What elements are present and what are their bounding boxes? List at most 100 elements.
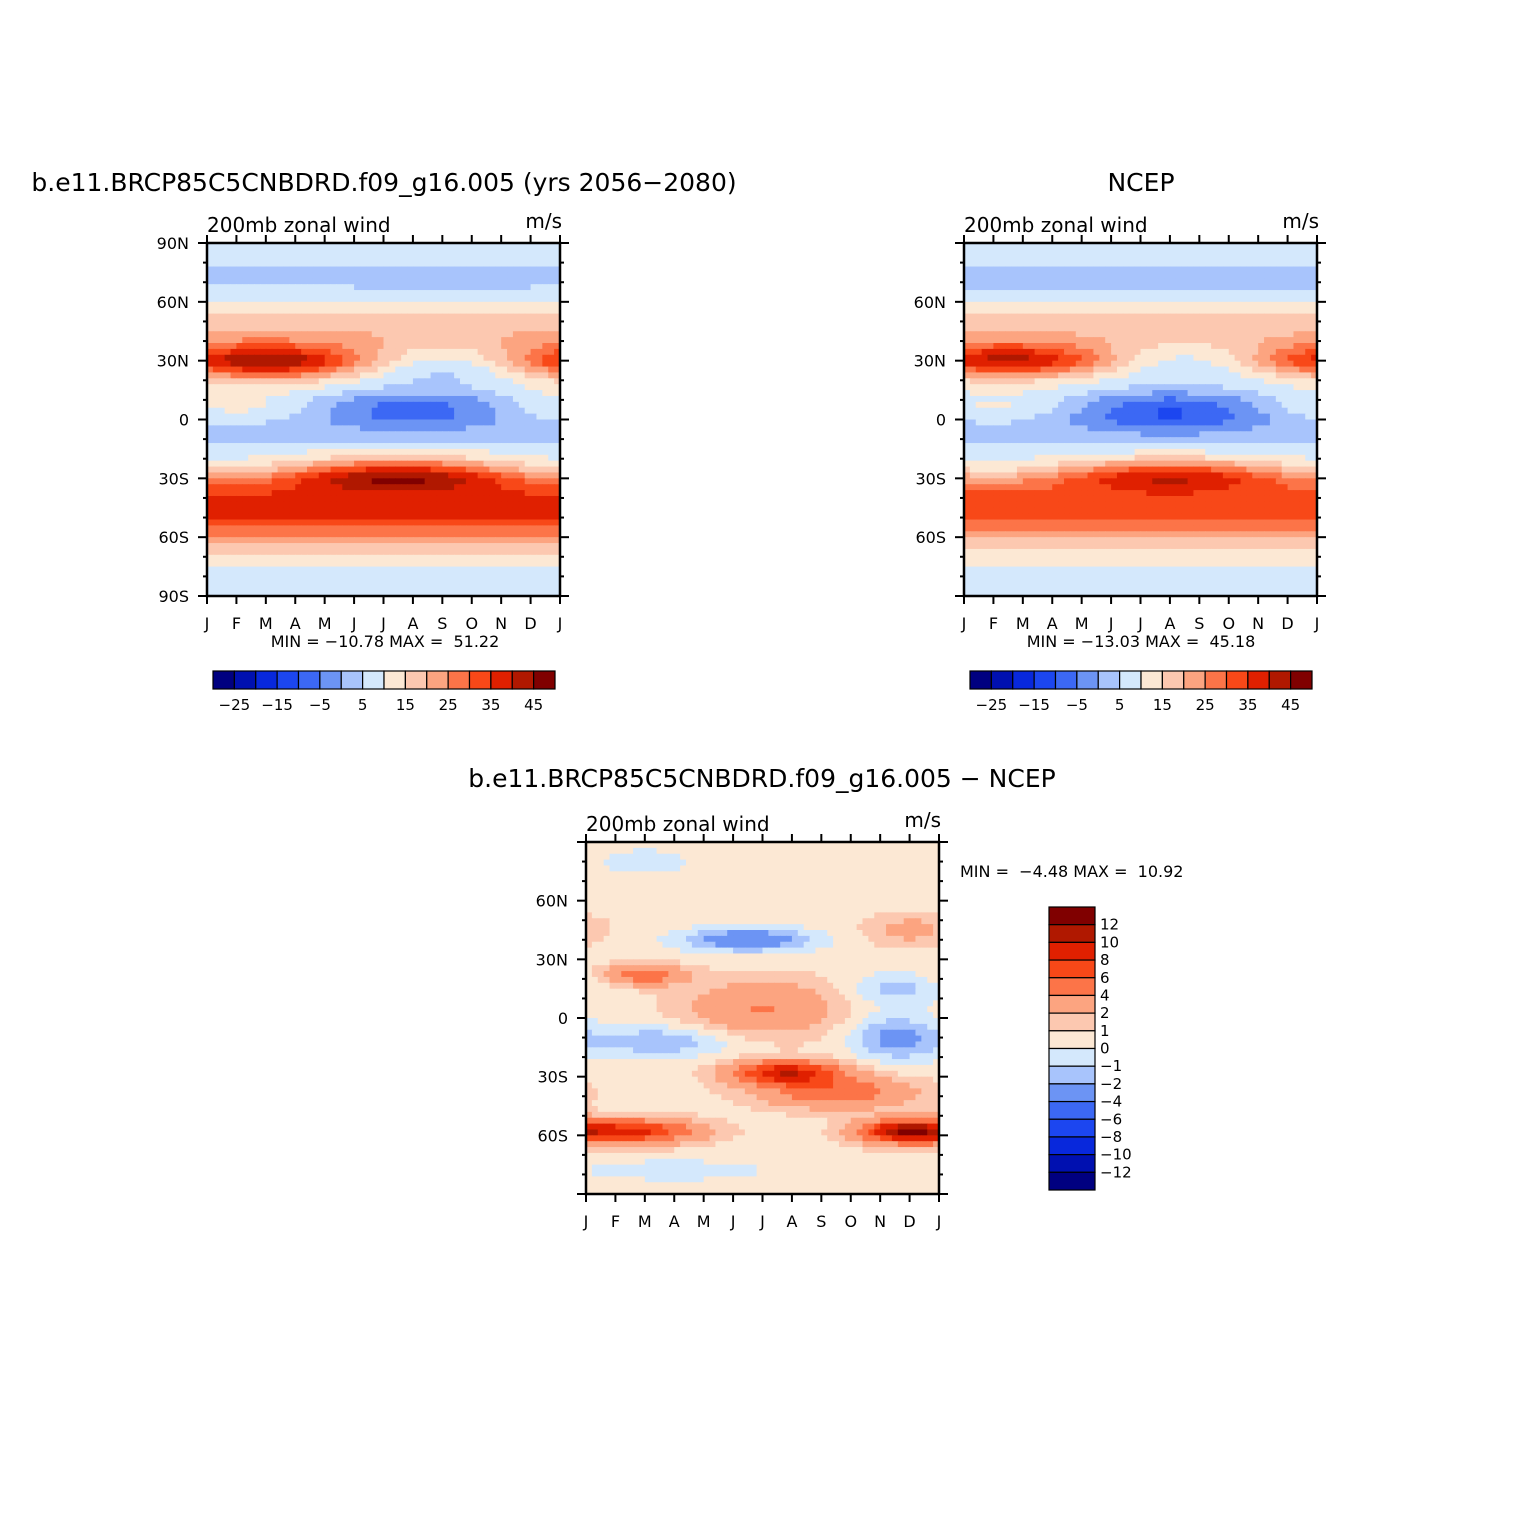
ncep-contour-cell <box>1111 301 1118 309</box>
model-contour-cell <box>530 560 538 568</box>
ncep-contour-cell <box>1305 284 1312 291</box>
model-contour-cell <box>207 513 214 521</box>
model-contour-cell <box>371 360 379 368</box>
ncep-contour-cell <box>1258 272 1265 279</box>
model-contour-cell <box>271 560 279 568</box>
ncep-contour-cell <box>1287 325 1295 332</box>
model-contour-cell <box>324 507 332 515</box>
ncep-contour-cell <box>1146 331 1153 338</box>
model-contour-cell <box>454 590 461 597</box>
model-contour-cell <box>401 325 408 332</box>
model-contour-cell <box>348 284 355 291</box>
model-contour-cell <box>371 490 379 497</box>
model-contour-cell <box>454 307 461 315</box>
model-contour-cell <box>471 472 479 479</box>
model-contour-cell <box>418 448 426 456</box>
model-contour-cell <box>336 543 343 550</box>
ncep-contour-cell <box>1222 290 1230 297</box>
model-contour-cell <box>383 313 390 321</box>
ncep-contour-cell <box>1058 290 1065 297</box>
model-contour-cell <box>389 537 396 544</box>
model-contour-cell <box>424 390 432 397</box>
model-contour-cell <box>324 366 332 374</box>
model-contour-cell <box>365 372 373 379</box>
model-contour-cell <box>430 419 438 426</box>
model-contour-cell <box>289 584 296 591</box>
model-contour-cell <box>312 343 320 350</box>
ncep-contour-cell <box>1069 243 1077 250</box>
ncep-contour-cell <box>1305 295 1312 303</box>
model-contour-cell <box>254 384 261 391</box>
model-contour-cell <box>365 431 373 438</box>
model-contour-cell <box>265 243 273 250</box>
model-contour-cell <box>483 413 490 421</box>
model-contour-cell <box>471 519 479 526</box>
ncep-contour-cell <box>1046 278 1053 285</box>
model-contour-cell <box>383 243 390 250</box>
ncep-contour-cell <box>1011 290 1018 297</box>
model-contour-cell <box>342 313 349 321</box>
model-contour-cell <box>477 572 485 579</box>
model-contour-cell <box>418 260 426 268</box>
model-contour-cell <box>548 584 555 591</box>
model-contour-cell <box>518 313 526 321</box>
model-contour-cell <box>359 566 367 574</box>
ncep-contour-cell <box>975 284 983 291</box>
model-contour-cell <box>418 454 426 462</box>
model-contour-cell <box>265 554 273 562</box>
model-contour-cell <box>212 354 220 362</box>
model-contour-cell <box>336 560 343 568</box>
model-contour-cell <box>418 466 426 474</box>
model-contour-cell <box>312 384 320 391</box>
model-contour-cell <box>301 295 308 303</box>
model-contour-cell <box>465 537 473 544</box>
model-contour-cell <box>512 501 520 509</box>
ncep-contour-cell <box>1305 319 1312 326</box>
model-contour-cell <box>495 307 502 315</box>
model-contour-cell <box>395 313 402 321</box>
model-contour-cell <box>489 501 496 509</box>
model-contour-cell <box>507 278 514 285</box>
model-contour-cell <box>289 325 296 332</box>
ncep-contour-cell <box>1252 354 1259 362</box>
model-contour-cell <box>377 301 385 309</box>
model-contour-cell <box>407 278 414 285</box>
model-contour-cell <box>442 319 449 326</box>
ncep-contour-cell <box>1234 331 1242 338</box>
ncep-contour-cell <box>1158 331 1165 338</box>
model-contour-cell <box>248 537 255 544</box>
model-contour-cell <box>242 295 249 303</box>
model-x-tick-label: N <box>495 614 507 633</box>
model-contour-cell <box>542 384 549 391</box>
model-contour-cell <box>348 590 355 597</box>
model-contour-cell <box>265 419 273 426</box>
ncep-contour-cell <box>1258 354 1265 362</box>
model-contour-cell <box>230 507 238 515</box>
ncep-contour-cell <box>1169 337 1177 344</box>
model-contour-cell <box>507 484 514 491</box>
model-contour-cell <box>289 301 296 309</box>
model-contour-cell <box>289 484 296 491</box>
model-contour-cell <box>418 425 426 432</box>
model-contour-cell <box>465 519 473 526</box>
model-contour-cell <box>283 407 290 415</box>
model-contour-cell <box>412 360 420 368</box>
model-contour-cell <box>242 460 249 468</box>
model-contour-cell <box>465 590 473 597</box>
model-contour-cell <box>518 419 526 426</box>
model-contour-cell <box>471 278 479 285</box>
ncep-contour-cell <box>1116 254 1124 262</box>
ncep-contour-cell <box>1264 290 1271 297</box>
ncep-contour-cell <box>1275 243 1283 250</box>
model-contour-cell <box>459 478 467 485</box>
model-contour-cell <box>524 531 532 538</box>
model-contour-cell <box>242 266 249 274</box>
model-contour-cell <box>254 419 261 426</box>
ncep-contour-cell <box>1105 243 1112 250</box>
model-contour-cell <box>212 566 220 574</box>
model-contour-cell <box>265 278 273 285</box>
ncep-contour-cell <box>1152 354 1159 362</box>
ncep-contour-cell <box>1275 284 1283 291</box>
model-contour-cell <box>354 295 361 303</box>
ncep-contour-cell <box>1193 248 1200 256</box>
